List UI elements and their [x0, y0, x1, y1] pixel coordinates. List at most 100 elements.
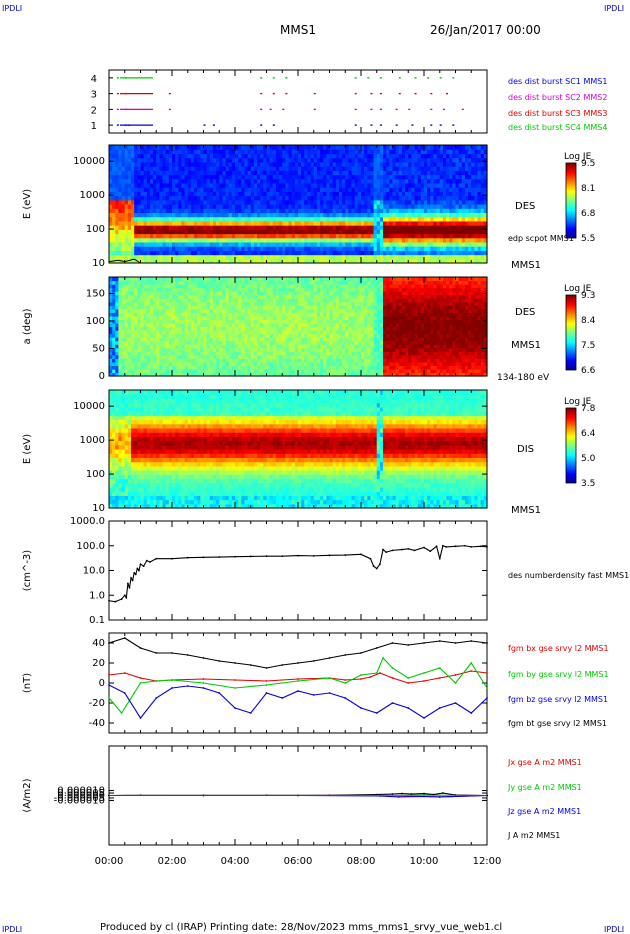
spectrogram-cell [175, 337, 179, 342]
spectrogram-cell [257, 178, 261, 184]
spectrogram-cell [162, 298, 167, 303]
spectrogram-cell [209, 170, 214, 176]
spectrogram-cell [433, 216, 438, 222]
spectrogram-cell [351, 229, 356, 235]
spectrogram-cell [162, 347, 167, 352]
spectrogram-cell [483, 149, 488, 155]
spectrogram-cell [175, 191, 179, 197]
spectrogram-cell [342, 229, 346, 235]
spectrogram-cell [298, 246, 302, 251]
spectrogram-cell [235, 204, 239, 209]
spectrogram-cell [386, 199, 390, 205]
spectrogram-cell [197, 187, 201, 192]
spectrogram-cell [282, 145, 286, 150]
spectrogram-cell [266, 170, 271, 176]
spectrogram-cell [342, 225, 346, 230]
spectrogram-cell [326, 254, 331, 260]
spectrogram-cell [212, 199, 217, 205]
spectrogram-cell [304, 237, 309, 243]
spectrogram-cell [405, 157, 409, 163]
spectrogram-cell [184, 305, 189, 310]
spectrogram-cell [238, 145, 242, 150]
spectrogram-cell [361, 241, 365, 247]
spectrogram-cell [452, 178, 457, 184]
spectrogram-cell [430, 182, 435, 188]
spectrogram-cell [153, 182, 157, 188]
spectrogram-cell [134, 280, 138, 285]
spectrogram-cell [442, 149, 447, 155]
spectrogram-cell [165, 337, 170, 342]
spectrogram-cell [216, 294, 220, 299]
spectrogram-cell [244, 333, 249, 338]
spectrogram-cell [446, 174, 450, 180]
spectrogram-cell [153, 199, 157, 205]
spectrogram-cell [216, 241, 220, 247]
spectrogram-cell [212, 330, 217, 335]
spectrogram-cell [257, 199, 261, 205]
spectrogram-cell [131, 246, 135, 251]
spectrogram-cell [310, 178, 315, 184]
spectrogram-cell [172, 157, 176, 163]
spectrogram-cell [250, 225, 255, 230]
spectrogram-cell [480, 229, 485, 235]
burst-mark [408, 108, 411, 111]
spectrogram-cell [257, 187, 261, 192]
spectrogram-cell [338, 220, 343, 226]
spectrogram-cell [181, 233, 186, 239]
spectrogram-cell [304, 182, 309, 188]
spectrogram-cell [329, 157, 334, 163]
spectrogram-cell [266, 178, 271, 184]
spectrogram-cell [156, 149, 160, 155]
spectrogram-cell [263, 199, 268, 205]
spectrogram-cell [156, 216, 160, 222]
spectrogram-cell [131, 322, 135, 328]
spectrogram-cell [216, 250, 220, 256]
spectrogram-cell [222, 280, 227, 285]
spectrogram-cell [301, 153, 305, 159]
spectrogram-cell [137, 145, 142, 150]
spectrogram-cell [301, 241, 305, 247]
spectrogram-cell [244, 287, 249, 292]
spectrogram-cell [266, 233, 271, 239]
spectrogram-cell [165, 284, 170, 289]
spectrogram-cell [253, 233, 258, 239]
spectrogram-cell [162, 351, 167, 356]
spectrogram-cell [304, 212, 309, 218]
spectrogram-cells [109, 277, 488, 377]
spectrogram-cell [379, 145, 384, 150]
spectrogram-cell [285, 157, 290, 163]
spectrogram-cell [436, 182, 441, 188]
spectrogram-cell [235, 280, 239, 285]
spectrogram-cell [247, 258, 252, 264]
spectrogram-cell [172, 315, 176, 321]
spectrogram-cell [323, 220, 327, 226]
spectrogram-cell [124, 333, 129, 338]
spectrogram-cell [146, 358, 151, 363]
spectrogram-cell [216, 216, 220, 222]
spectrogram-cell [159, 351, 164, 356]
spectrogram-cell [184, 191, 189, 197]
spectrogram-cell [260, 208, 264, 214]
spectrogram-cell [247, 277, 252, 282]
spectrogram-cell [392, 166, 397, 171]
spectrogram-cell [417, 149, 422, 155]
spectrogram-cell [326, 187, 331, 192]
spectrogram-cell [175, 195, 179, 201]
spectrogram-cell [338, 237, 343, 243]
spectrogram-cell [216, 187, 220, 192]
spectrogram-cell [216, 195, 220, 201]
spectrogram-cell [323, 229, 327, 235]
spectrogram-cell [446, 149, 450, 155]
spectrogram-cell [197, 337, 201, 342]
spectrogram-cell [190, 340, 195, 345]
spectrogram-cell [212, 322, 217, 328]
spectrogram-cell [238, 220, 242, 226]
spectrogram-cell [288, 178, 293, 184]
spectrogram-cell [140, 319, 145, 324]
spectrogram-cell [464, 191, 469, 197]
spectrogram-cell [149, 225, 154, 230]
spectrogram-cell [153, 333, 157, 338]
spectrogram-cell [159, 166, 164, 171]
spectrogram-cell [389, 254, 394, 260]
spectrogram-cell [178, 358, 183, 363]
